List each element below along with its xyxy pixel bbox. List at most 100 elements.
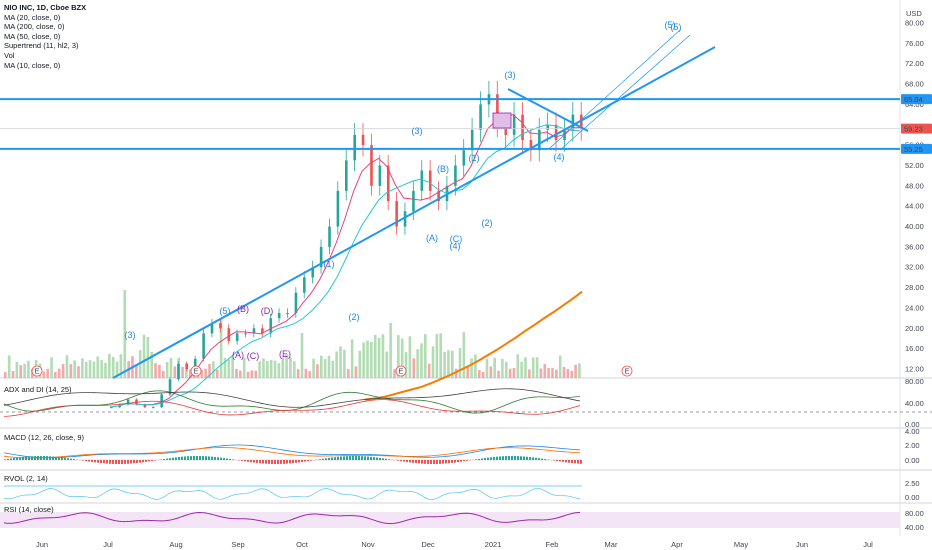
candle-body <box>319 246 323 268</box>
support-badge <box>901 143 932 154</box>
macd-histogram-bar <box>184 456 186 460</box>
candle-body <box>420 170 424 191</box>
macd-histogram-bar <box>328 457 330 460</box>
legend-ma20[interactable]: MA (20, close, 0) <box>4 12 61 22</box>
candle-body <box>269 318 273 334</box>
volume-bar <box>57 368 61 378</box>
macd-histogram-bar <box>139 460 141 463</box>
volume-bar <box>254 370 258 378</box>
legend-ma10[interactable]: MA (10, close, 0) <box>4 60 61 70</box>
volume-bar <box>373 334 377 378</box>
volume-bar <box>427 363 431 378</box>
macd-histogram-bar <box>490 457 492 460</box>
macd-histogram-bar <box>463 460 465 462</box>
volume-bar <box>543 364 547 378</box>
macd-histogram-bar <box>577 460 579 464</box>
candle-body <box>428 170 432 191</box>
legend-ma200[interactable]: MA (200, close, 0) <box>4 22 65 32</box>
macd-histogram-bar <box>322 458 324 460</box>
target-box <box>492 112 512 129</box>
earnings-marker-label: E <box>398 367 403 376</box>
macd-label[interactable]: MACD (12, 26, close, 9) <box>4 433 85 442</box>
candle-body <box>504 124 508 135</box>
macd-histogram-bar <box>85 460 87 462</box>
adx-label[interactable]: ADX and DI (14, 25) <box>4 385 72 394</box>
macd-histogram-bar <box>229 458 231 460</box>
macd-histogram-bar <box>514 456 516 460</box>
wave-label: (3) <box>505 70 516 80</box>
macd-histogram-bar <box>409 460 411 463</box>
macd-histogram-bar <box>412 460 414 463</box>
volume-bar <box>73 360 76 378</box>
current-price-badge-label: 59.23 <box>904 125 923 134</box>
volume-bar <box>119 354 123 378</box>
volume-bar <box>489 366 493 378</box>
macd-histogram-bar <box>70 458 72 460</box>
macd-histogram-bar <box>7 458 9 460</box>
candle-body <box>286 313 289 315</box>
macd-histogram-bar <box>166 458 168 460</box>
candle-body <box>244 333 247 335</box>
volume-bar <box>389 323 392 378</box>
volume-bar <box>123 290 127 378</box>
volume-bar <box>574 364 577 378</box>
macd-histogram-bar <box>289 460 291 464</box>
macd-histogram-bar <box>415 460 417 464</box>
candle-body <box>496 94 499 125</box>
volume-bar <box>188 369 192 378</box>
wave-label: (3) <box>125 330 136 340</box>
volume-bar <box>158 364 161 378</box>
macd-histogram-bar <box>253 460 255 463</box>
legend-ma50[interactable]: MA (50, close, 0) <box>4 31 61 41</box>
macd-histogram-bar <box>52 456 54 460</box>
volume-bar <box>551 367 554 378</box>
macd-histogram-bar <box>10 458 12 460</box>
macd-histogram-bar <box>133 460 135 464</box>
macd-histogram-bar <box>199 456 201 460</box>
x-tick-label: Apr <box>671 540 683 549</box>
x-tick-label: 2021 <box>485 540 502 549</box>
candle-body <box>252 328 256 334</box>
legend-vol[interactable]: Vol <box>4 50 15 60</box>
macd-histogram-bar <box>346 456 348 460</box>
candle-body <box>210 323 214 334</box>
macd-histogram-bar <box>223 458 225 460</box>
resistance-badge <box>901 94 932 105</box>
macd-histogram-bar <box>163 459 165 460</box>
volume-bar <box>331 360 335 378</box>
macd-histogram-bar <box>58 457 60 460</box>
legend-supertrend[interactable]: Supertrend (11, hl2, 3) <box>4 41 79 51</box>
rvol-line <box>3 488 581 500</box>
projection-line <box>559 34 691 151</box>
macd-histogram-bar <box>580 460 582 464</box>
macd-histogram-bar <box>280 460 282 464</box>
volume-bar <box>273 360 277 378</box>
macd-histogram-bar <box>268 460 270 464</box>
macd-histogram-bar <box>265 460 267 464</box>
macd-histogram-bar <box>433 460 435 464</box>
wave-label: (C) <box>247 351 260 361</box>
volume-bar <box>246 371 250 378</box>
volume-bar <box>450 350 454 378</box>
resistance-badge-label: 65.04 <box>904 95 923 104</box>
volume-bar <box>539 368 543 378</box>
volume-bar <box>266 360 269 378</box>
y-tick-label: 68.00 <box>905 80 924 89</box>
volume-bar <box>327 355 331 378</box>
volume-bar <box>181 366 184 378</box>
rsi-band <box>0 512 900 528</box>
volume-bar <box>296 369 300 378</box>
volume-bar <box>485 358 489 378</box>
volume-bar <box>250 370 254 378</box>
volume-bar <box>578 363 581 378</box>
macd-histogram-bar <box>55 456 57 460</box>
macd-histogram-bar <box>478 458 480 460</box>
macd-histogram-bar <box>226 458 228 460</box>
volume-bar <box>146 337 150 378</box>
rsi-label[interactable]: RSI (14, close) <box>4 505 54 514</box>
volume-bar <box>235 368 238 378</box>
macd-histogram-bar <box>385 458 387 460</box>
volume-bar <box>23 363 26 378</box>
rvol-label[interactable]: RVOL (2, 14) <box>4 474 48 483</box>
